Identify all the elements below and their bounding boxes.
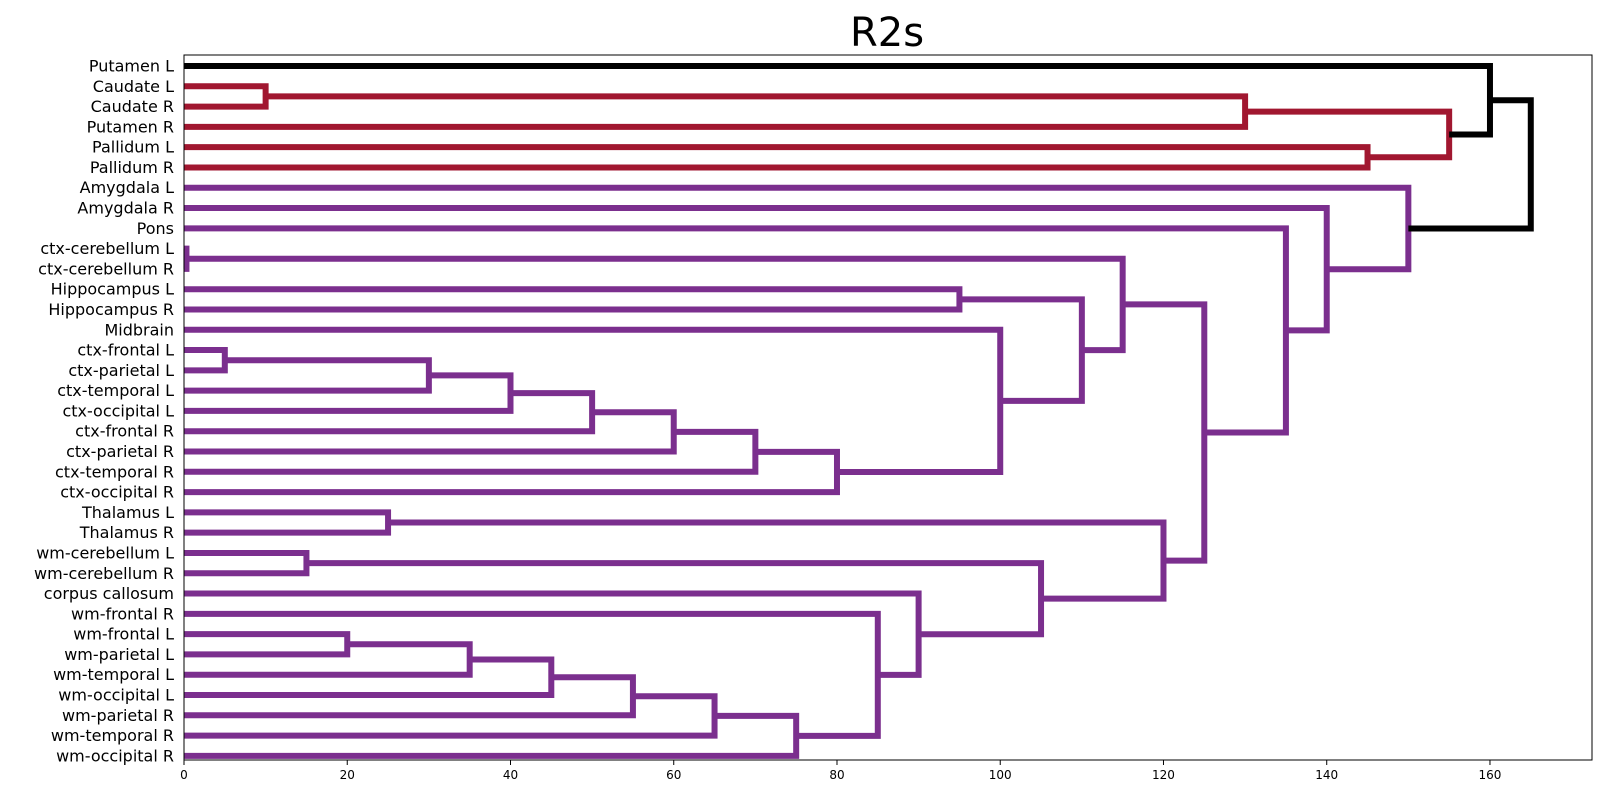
- x-tick-label: 60: [666, 768, 681, 782]
- leaf-label: ctx-temporal R: [55, 462, 174, 481]
- dendrogram-link: [184, 631, 351, 658]
- dendrogram-link: [184, 509, 392, 536]
- leaf-label: Pons: [137, 219, 174, 238]
- leaf-label: Thalamus L: [81, 503, 174, 522]
- leaf-label: ctx-occipital R: [60, 483, 174, 502]
- leaf-label: corpus callosum: [44, 584, 174, 603]
- leaf-label: ctx-frontal R: [75, 422, 174, 441]
- dendrogram-link: [184, 347, 228, 374]
- leaf-label: Putamen L: [89, 57, 174, 76]
- leaf-label: ctx-parietal L: [68, 361, 174, 380]
- dendrogram-link: [184, 641, 473, 678]
- leaf-label: ctx-cerebellum L: [40, 239, 174, 258]
- x-tick-label: 120: [1152, 768, 1175, 782]
- dendrogram-link: [306, 560, 1045, 638]
- dendrogram-link: [184, 286, 963, 313]
- leaf-label: ctx-parietal R: [66, 442, 174, 461]
- leaf-label: Pallidum R: [90, 158, 174, 177]
- leaf-label: Amygdala L: [80, 178, 174, 197]
- dendrogram-link: [184, 428, 759, 475]
- dendrogram-link: [184, 357, 432, 394]
- leaf-label: wm-frontal L: [73, 625, 174, 644]
- leaf-label: Midbrain: [104, 320, 174, 339]
- dendrogram-link: [184, 63, 1493, 138]
- leaf-label: wm-cerebellum L: [36, 543, 174, 562]
- dendrogram-links: [183, 63, 1534, 759]
- leaf-label: ctx-frontal L: [77, 341, 174, 360]
- dendrogram-link: [184, 549, 310, 577]
- dendrogram-link: [184, 656, 555, 698]
- dendrogram-link: [1245, 108, 1453, 161]
- dendrogram-link: [959, 296, 1085, 404]
- dendrogram-link: [184, 409, 677, 455]
- x-tick-label: 20: [340, 768, 355, 782]
- dendrogram-link: [184, 326, 1004, 475]
- leaf-label: ctx-occipital L: [62, 401, 174, 420]
- leaf-label: Hippocampus L: [51, 280, 174, 299]
- leaf-label: ctx-cerebellum R: [38, 259, 174, 278]
- plot-frame: [183, 54, 1593, 761]
- x-tick-label: 40: [503, 768, 518, 782]
- leaf-label: wm-cerebellum R: [34, 564, 174, 583]
- leaf-label: Amygdala R: [77, 199, 174, 218]
- leaf-label: Pallidum L: [92, 138, 174, 157]
- dendrogram-link: [184, 83, 269, 110]
- dendrogram-link: [184, 610, 881, 739]
- x-tick-label: 100: [989, 768, 1012, 782]
- leaf-label: Caudate L: [93, 77, 174, 96]
- leaf-label: wm-temporal R: [51, 726, 174, 745]
- leaf-label: Putamen R: [87, 117, 174, 136]
- dendrogram-link: [184, 225, 1289, 436]
- dendrogram-link: [1408, 97, 1534, 232]
- x-tick-label: 160: [1479, 768, 1502, 782]
- leaf-label: Thalamus R: [79, 523, 174, 542]
- leaf-label: ctx-temporal L: [57, 381, 174, 400]
- leaf-label: wm-parietal L: [64, 645, 174, 664]
- dendrogram-link: [184, 144, 1371, 171]
- x-tick-label: 80: [829, 768, 844, 782]
- leaf-label: wm-parietal R: [62, 706, 174, 725]
- x-tick-label: 0: [180, 768, 188, 782]
- leaf-label: wm-occipital R: [56, 746, 174, 765]
- x-axis-ticks: 0 20 40 60 80 100 120 140 160: [180, 760, 1501, 782]
- leaf-label: Caudate R: [91, 97, 174, 116]
- dendrogram-link: [184, 205, 1330, 334]
- x-tick-label: 140: [1315, 768, 1338, 782]
- dendrogram-link: [186, 255, 1126, 354]
- leaf-label: wm-frontal R: [71, 604, 174, 623]
- chart-title: R2s: [850, 10, 924, 56]
- dendrogram-link: [184, 93, 1249, 130]
- leaf-label: Hippocampus R: [48, 300, 174, 319]
- leaf-label: wm-occipital L: [58, 685, 174, 704]
- leaf-label: wm-temporal L: [53, 665, 174, 684]
